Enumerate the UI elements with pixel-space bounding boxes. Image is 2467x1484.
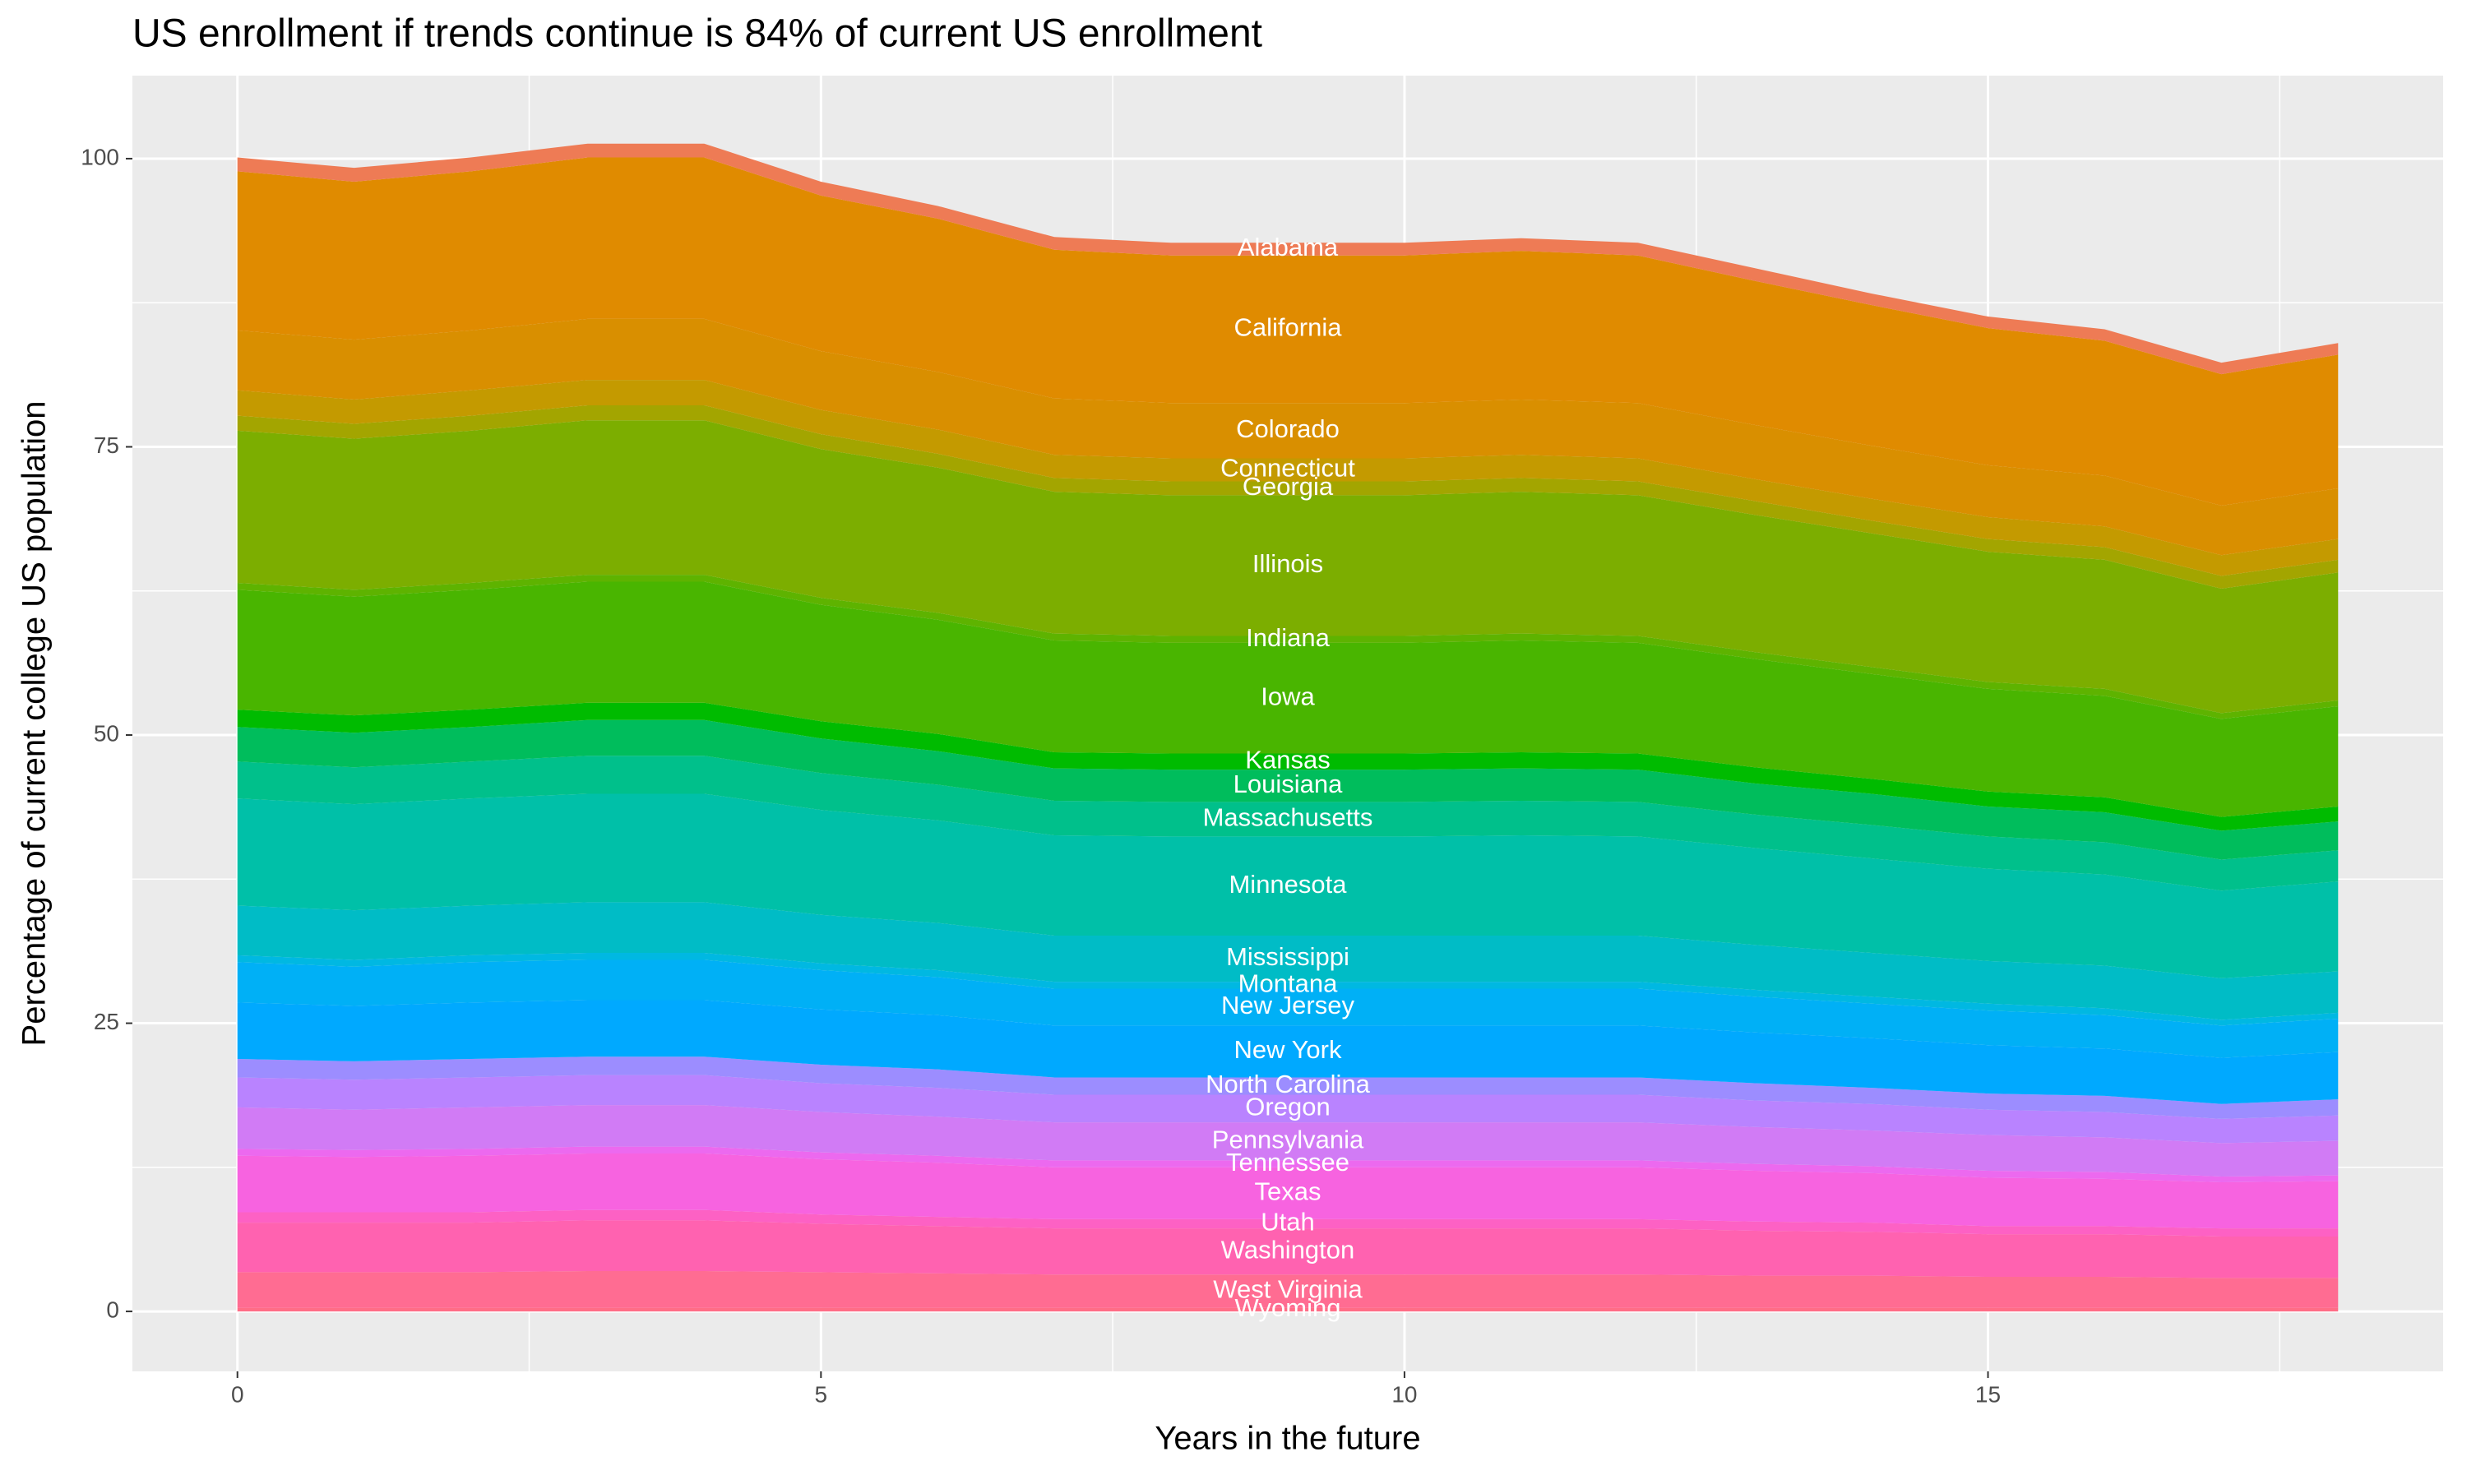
- area: [237, 702, 2339, 831]
- area-label: Oregon: [1245, 1093, 1330, 1121]
- area: [237, 1220, 2339, 1278]
- x-tick-label: 10: [1391, 1381, 1417, 1407]
- y-tick-label: 25: [94, 1009, 119, 1034]
- area: [237, 1105, 2339, 1177]
- area: [237, 793, 2339, 978]
- area: [237, 1209, 2339, 1237]
- area: [237, 420, 2339, 714]
- x-tick-label: 15: [1975, 1381, 2001, 1407]
- y-tick-label: 75: [94, 432, 119, 458]
- area: [237, 1153, 2339, 1229]
- area: [237, 581, 2339, 817]
- area-label: Louisiana: [1234, 770, 1343, 798]
- area-label: Colorado: [1236, 414, 1340, 443]
- x-tick-label: 0: [231, 1381, 244, 1407]
- area: [237, 318, 2339, 556]
- area-label: Wyoming: [1235, 1293, 1341, 1322]
- area-label: Montana: [1238, 969, 1338, 997]
- y-tick-label: 50: [94, 720, 119, 746]
- area: [237, 756, 2339, 891]
- area-label: Alabama: [1238, 233, 1339, 261]
- area-label: Minnesota: [1229, 870, 1347, 899]
- area-label: Tennessee: [1226, 1148, 1349, 1177]
- area: [237, 405, 2339, 589]
- area: [237, 380, 2339, 576]
- area-label: Mississippi: [1226, 942, 1349, 971]
- area: [237, 959, 2339, 1058]
- area-label: Washington: [1221, 1235, 1355, 1264]
- area: [237, 902, 2339, 1020]
- y-axis-title: Percentage of current college US populat…: [16, 401, 53, 1047]
- area: [237, 1146, 2339, 1183]
- area-label: Iowa: [1261, 682, 1315, 710]
- area-label: Kansas: [1245, 745, 1330, 774]
- area-label: California: [1234, 313, 1343, 342]
- area-label: Texas: [1255, 1177, 1321, 1206]
- area: [237, 575, 2339, 719]
- area-label: Connecticut: [1220, 454, 1355, 483]
- area: [237, 719, 2339, 860]
- area-label: New York: [1234, 1035, 1342, 1064]
- area: [237, 1307, 2339, 1312]
- area-label: Pennsylvania: [1212, 1125, 1364, 1153]
- area-label: West Virginia: [1213, 1275, 1363, 1304]
- area: [237, 1056, 2339, 1119]
- area-label: Georgia: [1243, 472, 1334, 501]
- y-tick-label: 0: [106, 1297, 119, 1322]
- area: [237, 143, 2339, 375]
- area-label: Utah: [1261, 1208, 1314, 1237]
- x-axis-title: Years in the future: [1155, 1421, 1420, 1457]
- area: [237, 157, 2339, 506]
- area: [237, 953, 2339, 1026]
- x-tick-label: 5: [815, 1381, 828, 1407]
- chart-title: US enrollment if trends continue is 84% …: [132, 12, 1262, 56]
- area: [237, 1271, 2339, 1308]
- area-label: Massachusetts: [1203, 803, 1373, 832]
- y-tick-label: 100: [81, 144, 119, 169]
- area-label: New Jersey: [1221, 991, 1354, 1019]
- area: [237, 1075, 2339, 1144]
- area-label: North Carolina: [1206, 1070, 1371, 1098]
- area: [237, 1000, 2339, 1104]
- area-label: Indiana: [1246, 623, 1330, 652]
- area-label: Illinois: [1252, 549, 1323, 578]
